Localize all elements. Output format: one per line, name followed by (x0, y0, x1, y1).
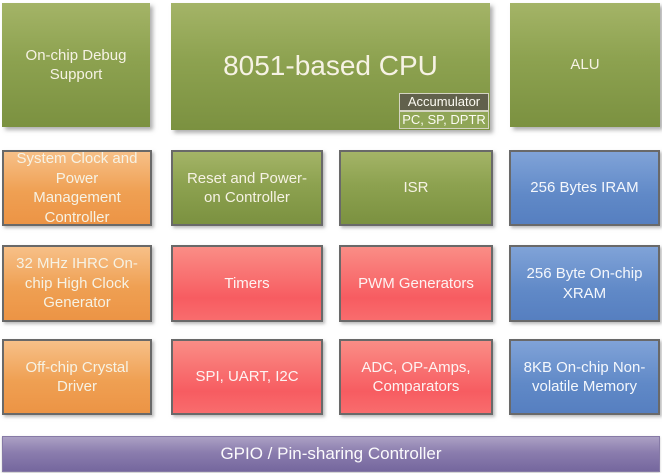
block-reset-power-on: Reset and Power-on Controller (171, 150, 323, 226)
footer-gpio-pin-sharing-controller: GPIO / Pin-sharing Controller (2, 436, 660, 472)
block-isr: ISR (339, 150, 493, 226)
block-label: SPI, UART, I2C (195, 368, 299, 386)
block-label: 32 MHz IHRC On-chip High Clock Generator (16, 255, 138, 312)
block-label: Off-chip Crystal Driver (25, 358, 129, 396)
block-label: ISR (403, 179, 429, 197)
cpu-sub-accumulator: Accumulator (399, 93, 489, 111)
block-label: PWM Generators (358, 274, 474, 292)
block-256-bytes-iram: 256 Bytes IRAM (509, 150, 660, 226)
block-label: ALU (570, 56, 600, 74)
block-pwm-generators: PWM Generators (339, 245, 493, 322)
sub-block-label: PC, SP, DPTR (402, 112, 486, 127)
footer-label: GPIO / Pin-sharing Controller (220, 443, 442, 463)
block-label: System Clock and Power Management Contro… (16, 150, 138, 226)
block-adc-opamps-comparators: ADC, OP-Amps, Comparators (339, 339, 493, 415)
block-label: 256 Byte On-chip XRAM (526, 265, 643, 302)
block-label: 8KB On-chip Non-volatile Memory (523, 358, 646, 396)
sub-block-label: Accumulator (407, 94, 481, 109)
block-spi-uart-i2c: SPI, UART, I2C (171, 339, 323, 415)
block-label: 256 Bytes IRAM (530, 179, 639, 197)
block-off-chip-crystal-driver: Off-chip Crystal Driver (2, 339, 152, 415)
block-label: Timers (224, 274, 270, 292)
block-on-chip-debug-support: On-chip Debug Support (2, 3, 150, 127)
block-8051-cpu: 8051-based CPU Accumulator PC, SP, DPTR (171, 3, 490, 130)
block-256-byte-xram: 256 Byte On-chip XRAM (509, 245, 660, 322)
block-8kb-nonvolatile-memory: 8KB On-chip Non-volatile Memory (509, 339, 660, 415)
block-alu: ALU (510, 3, 660, 127)
block-timers: Timers (171, 245, 323, 322)
cpu-register-stack: Accumulator PC, SP, DPTR (399, 93, 489, 129)
block-32mhz-ihrc-clock-generator: 32 MHz IHRC On-chip High Clock Generator (2, 245, 152, 322)
block-label: ADC, OP-Amps, Comparators (361, 358, 471, 396)
block-label: 8051-based CPU (223, 50, 438, 82)
block-label: On-chip Debug Support (25, 46, 127, 84)
cpu-sub-registers: PC, SP, DPTR (399, 111, 489, 129)
block-label: Reset and Power-on Controller (186, 169, 308, 207)
block-system-clock-power-mgmt: System Clock and Power Management Contro… (2, 150, 152, 226)
